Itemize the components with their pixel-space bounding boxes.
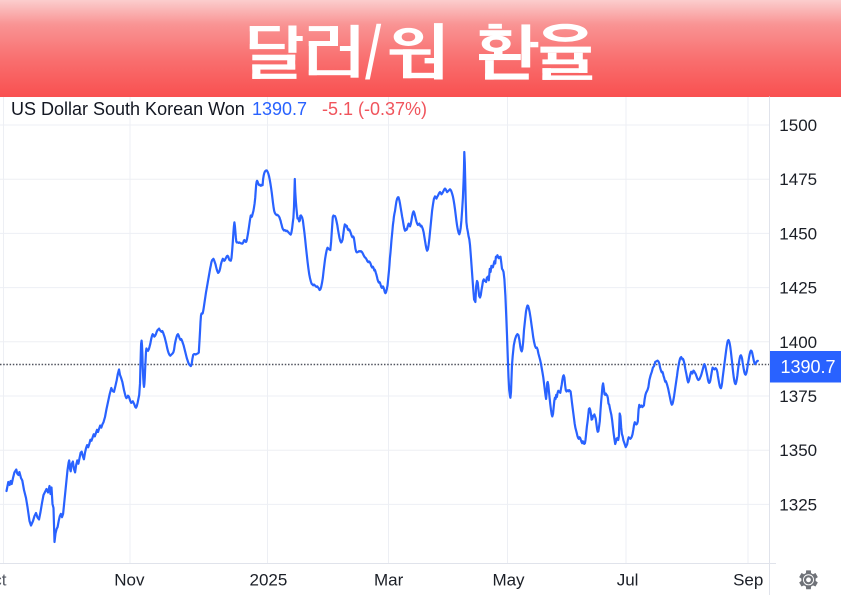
svg-text:1425: 1425 [779, 279, 817, 298]
svg-text:1375: 1375 [779, 387, 817, 406]
svg-text:Nov: Nov [114, 571, 145, 590]
svg-text:Jul: Jul [617, 571, 639, 590]
svg-text:Oct: Oct [0, 571, 7, 590]
svg-text:1475: 1475 [779, 170, 817, 189]
svg-text:1350: 1350 [779, 441, 817, 460]
svg-text:US Dollar South Korean Won: US Dollar South Korean Won [11, 99, 245, 119]
svg-text:1500: 1500 [779, 116, 817, 135]
svg-text:1325: 1325 [779, 495, 817, 514]
svg-text:-5.1 (-0.37%): -5.1 (-0.37%) [322, 99, 427, 119]
svg-text:1390.7: 1390.7 [252, 99, 307, 119]
svg-text:Sep: Sep [733, 571, 763, 590]
svg-text:Mar: Mar [374, 571, 404, 590]
svg-text:May: May [492, 571, 525, 590]
svg-text:2025: 2025 [249, 571, 287, 590]
svg-text:1400: 1400 [779, 333, 817, 352]
svg-text:1390.7: 1390.7 [781, 357, 836, 377]
svg-text:1450: 1450 [779, 224, 817, 243]
